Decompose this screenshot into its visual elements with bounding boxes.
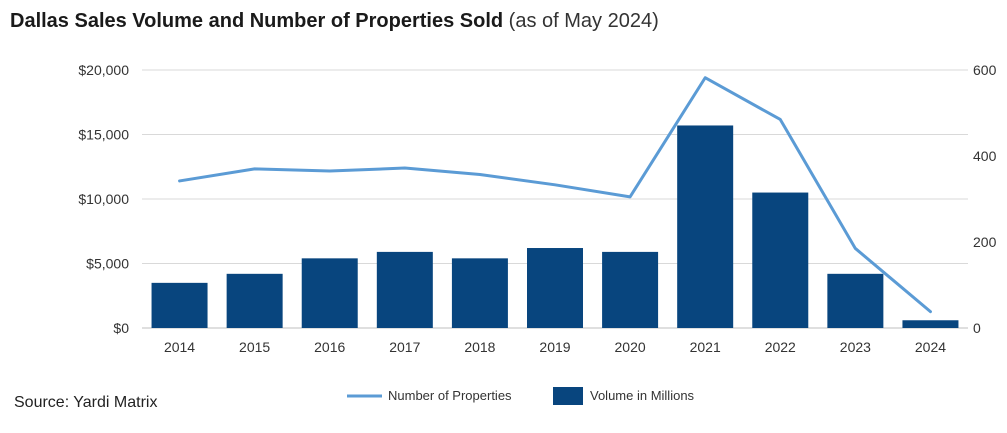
- right-tick-label: 600: [973, 62, 997, 78]
- right-tick-label: 0: [973, 320, 981, 336]
- x-tick-label: 2019: [539, 339, 570, 355]
- x-tick-label: 2015: [239, 339, 270, 355]
- x-axis-ticks: 2014 2015 2016 2017 2018 2019 2020 2021 2022 2023…: [164, 339, 946, 355]
- volume-bar: [301, 258, 358, 328]
- x-tick-label: 2021: [690, 339, 721, 355]
- legend-bar-label: Volume in Millions: [590, 388, 695, 403]
- left-axis-ticks: $0 $5,000 $10,000 $15,000 $20,000: [78, 62, 129, 336]
- left-tick-label: $15,000: [78, 127, 129, 143]
- properties-point: [479, 173, 481, 175]
- x-tick-label: 2023: [840, 339, 871, 355]
- left-tick-label: $20,000: [78, 62, 129, 78]
- properties-point: [779, 118, 781, 120]
- volume-bar: [827, 273, 884, 328]
- legend: Number of Properties Volume in Millions: [347, 387, 695, 405]
- right-tick-label: 200: [973, 234, 997, 250]
- volume-bar: [451, 258, 508, 328]
- properties-point: [854, 247, 856, 249]
- volume-bar: [752, 192, 809, 328]
- volume-bar: [151, 282, 208, 328]
- x-tick-label: 2022: [765, 339, 796, 355]
- properties-point: [254, 168, 256, 170]
- right-tick-label: 400: [973, 148, 997, 164]
- legend-line-label: Number of Properties: [388, 388, 512, 403]
- x-tick-label: 2017: [389, 339, 420, 355]
- properties-point: [704, 77, 706, 79]
- left-tick-label: $5,000: [86, 256, 129, 272]
- volume-bar: [226, 273, 283, 328]
- x-tick-label: 2016: [314, 339, 345, 355]
- x-tick-label: 2018: [464, 339, 495, 355]
- properties-point: [929, 311, 931, 313]
- properties-point: [179, 180, 181, 182]
- volume-bar: [902, 320, 959, 328]
- right-axis-ticks: 0 200 400 600: [973, 62, 997, 336]
- chart-title: Dallas Sales Volume and Number of Proper…: [10, 10, 659, 33]
- chart-title-main: Dallas Sales Volume and Number of Proper…: [10, 10, 504, 32]
- x-tick-label: 2020: [615, 339, 646, 355]
- properties-point: [629, 196, 631, 198]
- left-tick-label: $10,000: [78, 191, 129, 207]
- x-tick-label: 2014: [164, 339, 195, 355]
- properties-point: [404, 167, 406, 169]
- chart-subtitle: (as of May 2024): [508, 10, 659, 32]
- properties-line: [178, 76, 932, 314]
- left-tick-label: $0: [113, 320, 129, 336]
- volume-bar: [376, 251, 433, 328]
- volume-bar: [602, 251, 659, 328]
- volume-bar: [677, 125, 734, 328]
- properties-point: [329, 170, 331, 172]
- volume-bars: [151, 125, 959, 328]
- volume-bar: [527, 248, 583, 328]
- legend-bar-swatch: [553, 387, 583, 405]
- x-tick-label: 2024: [915, 339, 946, 355]
- source-note: Source: Yardi Matrix: [14, 394, 158, 411]
- properties-point: [554, 184, 556, 186]
